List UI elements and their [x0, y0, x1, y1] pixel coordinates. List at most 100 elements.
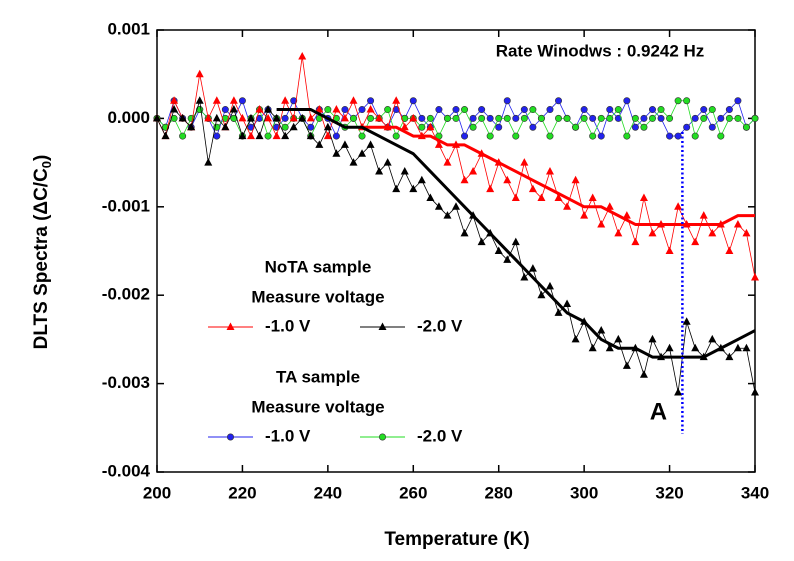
y-axis-label: DLTS Spectra (ΔC/C0) — [31, 155, 54, 350]
data-point — [461, 106, 469, 114]
data-point — [400, 166, 409, 175]
data-point — [443, 114, 451, 122]
data-point — [204, 113, 213, 122]
data-point — [340, 140, 349, 148]
rate-window: Rate Winodws : 0.9242 Hz — [496, 41, 705, 60]
data-point — [622, 211, 631, 219]
y-tick-label: -0.003 — [102, 373, 150, 392]
legend-group-title: NoTA sample — [265, 257, 372, 276]
data-point — [366, 105, 375, 113]
data-point — [221, 106, 229, 114]
legend-group-subtitle: Measure voltage — [251, 287, 384, 306]
data-point — [315, 105, 324, 113]
data-point — [400, 122, 409, 131]
y-tick-label: -0.002 — [102, 285, 150, 304]
data-point — [588, 193, 597, 201]
data-point — [674, 97, 682, 105]
data-point — [195, 96, 204, 104]
data-point — [683, 97, 691, 105]
data-point — [503, 175, 512, 184]
x-axis-label: Temperature (K) — [384, 529, 529, 550]
data-point — [665, 246, 674, 254]
data-point — [392, 132, 400, 140]
data-point — [349, 158, 358, 166]
data-point — [571, 175, 580, 184]
x-tick-label: 200 — [143, 483, 171, 502]
data-point — [238, 131, 247, 140]
data-point — [623, 132, 631, 140]
data-point — [306, 131, 315, 140]
data-point — [281, 131, 290, 140]
data-point — [486, 184, 495, 193]
data-point — [520, 158, 529, 166]
data-point — [537, 114, 545, 122]
data-point — [708, 228, 717, 237]
data-point — [563, 114, 571, 122]
data-point — [469, 114, 477, 122]
data-point — [545, 166, 554, 175]
data-point — [298, 52, 307, 60]
data-point — [195, 69, 204, 78]
x-tick-label: 300 — [570, 483, 598, 502]
data-point — [546, 132, 554, 140]
data-point — [512, 132, 520, 140]
data-point — [725, 106, 733, 114]
data-point — [366, 140, 375, 148]
data-point — [639, 370, 648, 378]
data-point — [511, 237, 520, 246]
y-tick-label: -0.004 — [102, 461, 151, 480]
data-point — [589, 114, 597, 122]
data-point — [469, 166, 478, 175]
data-point — [605, 343, 614, 352]
data-point — [742, 343, 751, 352]
data-point — [691, 343, 700, 352]
data-point — [725, 246, 734, 254]
data-point — [246, 131, 255, 140]
data-point — [349, 114, 357, 122]
data-point — [178, 113, 187, 122]
data-point — [229, 96, 238, 104]
data-point — [204, 158, 213, 166]
data-point — [367, 114, 375, 122]
data-point — [418, 123, 426, 131]
data-point — [503, 114, 511, 122]
data-point — [571, 334, 580, 343]
y-label-sub: 0 — [39, 161, 54, 168]
data-point — [733, 343, 742, 352]
fit-curve — [276, 108, 756, 359]
data-point — [272, 131, 281, 140]
data-point — [367, 97, 375, 105]
data-point — [426, 193, 435, 201]
data-point — [589, 132, 597, 140]
data-point — [708, 334, 717, 343]
data-point — [537, 193, 546, 201]
x-tick-label: 220 — [228, 483, 256, 502]
data-point — [606, 106, 614, 114]
legend-swatch-marker — [227, 433, 235, 441]
series-line — [156, 56, 756, 278]
data-point — [461, 132, 469, 140]
data-point — [606, 114, 614, 122]
data-point — [417, 175, 426, 184]
data-point — [435, 106, 443, 114]
data-point — [700, 106, 708, 114]
legend-label: -2.0 V — [417, 316, 463, 335]
data-point — [597, 132, 605, 140]
data-point — [580, 114, 588, 122]
legend-label: -1.0 V — [265, 316, 311, 335]
data-point — [639, 193, 648, 201]
data-point — [555, 97, 563, 105]
data-point — [699, 211, 708, 219]
data-point — [290, 97, 298, 105]
data-point — [614, 334, 623, 343]
legend-group-title: TA sample — [276, 367, 360, 386]
data-point — [683, 123, 691, 131]
data-point — [298, 113, 307, 122]
legend-swatch-marker — [378, 322, 387, 330]
data-point — [281, 96, 290, 104]
data-point — [213, 132, 221, 140]
data-point — [614, 106, 622, 114]
data-point — [434, 202, 443, 210]
data-point — [307, 123, 315, 131]
legend-swatch-marker — [226, 322, 235, 330]
